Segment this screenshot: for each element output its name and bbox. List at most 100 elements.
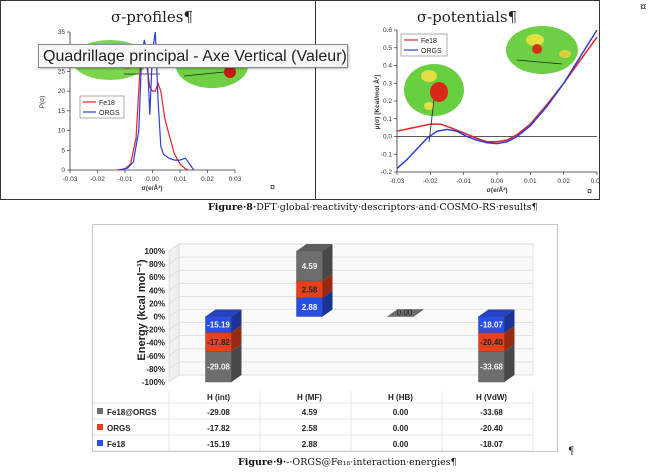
sigma-potentials-title: σ-potentials¶: [417, 8, 517, 26]
bar-value-label: -18.07: [480, 321, 503, 330]
table-cell: 0.00: [393, 424, 409, 433]
y-tick-label: 0.1: [383, 116, 392, 123]
bar-value-label: -33.68: [480, 363, 503, 372]
bar-top-cap: [296, 244, 333, 251]
gridline-tooltip: Quadrillage principal - Axe Vertical (Va…: [38, 44, 348, 68]
bar-segment-side: [504, 344, 515, 382]
molecule-surface-right-a: [404, 64, 464, 116]
y-tick-label: -0.2: [381, 169, 393, 176]
y-tick-label: 0.3: [383, 80, 392, 87]
y-tick-label: 40%: [149, 286, 165, 295]
cell-end-mark-left: ¤: [270, 182, 275, 192]
x-tick-label: 0.00: [146, 176, 159, 183]
y-tick-label: 0.5: [383, 45, 392, 52]
gridline: [168, 335, 533, 343]
bar-value-label: -15.19: [207, 321, 230, 330]
table-row-label: Fe18@ORGS: [107, 408, 157, 417]
table-cell: -29.08: [207, 408, 230, 417]
y-tick-label: -60%: [146, 352, 165, 361]
figure8-caption: Figure·8·DFT·global·reactivity·descripto…: [208, 202, 538, 213]
sigma-potentials-x-label: σ(e/Å²): [486, 185, 507, 194]
interaction-energy-chart: Energy (kcal mol⁻¹) 100% 80% 60% 40% 20% 0% -2…: [93, 243, 534, 451]
y-tick-label: 5: [61, 147, 65, 154]
bar-value-label: -29.08: [207, 363, 230, 372]
y-tick-label: 0.0: [383, 134, 392, 141]
sigma-profiles-chart: σ-profiles¶ -0.03 -0.02 -0.01 0.00 0.01 0.02 0…: [39, 8, 275, 192]
x-tick-label: -0.02: [90, 176, 105, 183]
y-tick-label: -80%: [146, 365, 165, 374]
legend-orgs-label-r: ORGS: [421, 48, 442, 55]
sigma-profiles-title: σ-profiles¶: [111, 8, 193, 26]
bar-segment-side: [322, 290, 333, 317]
y-tick-label: 0: [61, 167, 65, 174]
y-tick-label: -20%: [146, 326, 165, 335]
legend-fe18-label: Fe18: [99, 100, 115, 107]
figure8-caption-text: DFT·global·reactivity·descriptors·and·CO…: [256, 202, 538, 213]
table-legend-key: [97, 424, 103, 430]
table-cell: -15.19: [207, 440, 230, 449]
legend-orgs-label: ORGS: [99, 110, 120, 117]
bar-segment-side: [231, 309, 242, 333]
x-tick-label: 0.02: [201, 176, 214, 183]
bar-segment-side: [504, 325, 515, 352]
sigma-profiles-x-label: σ(e/Å²): [141, 183, 162, 192]
x-tick-label: 0.02: [557, 178, 570, 185]
bar-segment-side: [231, 344, 242, 382]
bar-segment-side: [322, 273, 333, 298]
table-cell: 4.59: [302, 408, 318, 417]
x-tick-label: -0.03: [390, 178, 405, 185]
y-tick-label: 60%: [149, 273, 165, 282]
pointer-line-c: [428, 99, 435, 143]
series-line-fe18: [116, 62, 189, 171]
y-tick-label: 20%: [149, 299, 165, 308]
bar-top-cap: [205, 309, 242, 317]
table-row-label: Fe18: [107, 440, 126, 449]
table-cell: 2.58: [302, 424, 318, 433]
page-end-mark: ¤: [640, 2, 647, 13]
figure9-pilcrow: ¶: [568, 446, 575, 457]
table-legend-key: [97, 440, 103, 446]
x-tick-label: 0.00: [491, 178, 504, 185]
y-tick-label: 15: [58, 108, 66, 115]
y-tick-label: 100%: [145, 247, 165, 256]
table-cell: -33.68: [480, 408, 503, 417]
bar-top-cap: [478, 309, 515, 317]
x-tick-label: 0.01: [524, 178, 537, 185]
bar-segment-side: [231, 325, 242, 352]
table-cell: 2.88: [302, 440, 318, 449]
gridline: [168, 256, 533, 265]
y-tick-label: 0.4: [383, 63, 392, 70]
y-tick-label: -100%: [142, 378, 165, 387]
bar-segment-fe18-orgs: [205, 351, 232, 383]
x-tick-label: -0.03: [63, 176, 78, 183]
figure9-caption-label: Figure·9·: [238, 457, 287, 468]
bar-value-label: 0.00: [397, 309, 413, 318]
gridline: [168, 282, 533, 291]
table-cell: -18.07: [480, 440, 503, 449]
figure9-frame: [92, 224, 558, 452]
y-tick-label: 35: [58, 29, 66, 36]
bar-segment-side: [504, 309, 515, 333]
molecule-surface-right-b: [506, 26, 578, 74]
bar-value-label: 2.88: [302, 303, 318, 312]
gridline: [168, 322, 533, 330]
cell-end-mark-right: ¤: [587, 186, 592, 196]
sigma-profiles-y-label: P(σ): [39, 96, 46, 109]
sigma-potentials-chart: σ-potentials¶ -0.03 -0.02 -0.01 0.00 0.01 0.0…: [372, 8, 599, 196]
table-cell: 0.00: [393, 408, 409, 417]
table-cell: 0.00: [393, 440, 409, 449]
gridline: [168, 243, 533, 252]
table-cell: -17.82: [207, 424, 230, 433]
bar-segment-fe18-orgs: [296, 250, 323, 282]
gridline: [168, 296, 533, 304]
bar-segment-side: [322, 244, 333, 281]
x-tick-label: -0.01: [456, 178, 471, 185]
table-cell: -20.40: [480, 424, 503, 433]
x-tick-label: 0.03: [591, 178, 599, 185]
y-tick-label: 80%: [149, 260, 165, 269]
y-tick-label: 10: [58, 128, 66, 135]
series-line-orgs: [119, 31, 195, 171]
category-label: H (HB): [388, 393, 413, 402]
bar-value-label: 2.58: [302, 285, 318, 294]
gridline: [168, 348, 533, 357]
